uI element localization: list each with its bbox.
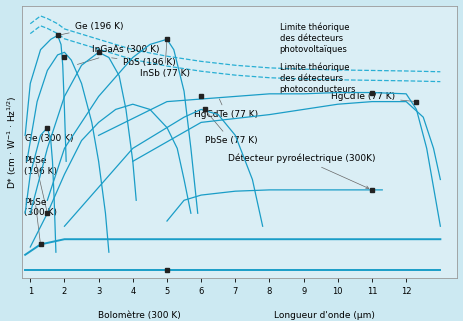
Text: Bolomètre (300 K): Bolomètre (300 K) [98, 311, 180, 320]
Y-axis label: D* (cm · W$^{-1}$ · Hz$^{1/2}$): D* (cm · W$^{-1}$ · Hz$^{1/2}$) [6, 95, 19, 189]
Text: InSb (77 K): InSb (77 K) [140, 42, 190, 78]
Text: Limite théorique
des détecteurs
photoconducteurs: Limite théorique des détecteurs photocon… [280, 63, 356, 94]
Text: PbS (196 K): PbS (196 K) [112, 58, 175, 67]
Text: Ge (196 K): Ge (196 K) [60, 22, 123, 35]
Text: PbSe
(196 K): PbSe (196 K) [24, 156, 57, 176]
Text: PbSe (77 K): PbSe (77 K) [205, 111, 257, 145]
Text: Longueur d'onde (µm): Longueur d'onde (µm) [274, 311, 375, 320]
Text: HgCdTe (77 K): HgCdTe (77 K) [194, 99, 258, 119]
Text: InGaAs (300 K): InGaAs (300 K) [77, 45, 159, 65]
Text: HgCdTe (77 K): HgCdTe (77 K) [331, 92, 413, 101]
Text: Limite théorique
des détecteurs
photovoltaïques: Limite théorique des détecteurs photovol… [280, 22, 349, 54]
Text: PbSe
(300 K): PbSe (300 K) [24, 198, 57, 217]
Text: Détecteur pyroélectrique (300K): Détecteur pyroélectrique (300K) [228, 154, 376, 188]
Text: Ge (300 K): Ge (300 K) [25, 127, 74, 143]
